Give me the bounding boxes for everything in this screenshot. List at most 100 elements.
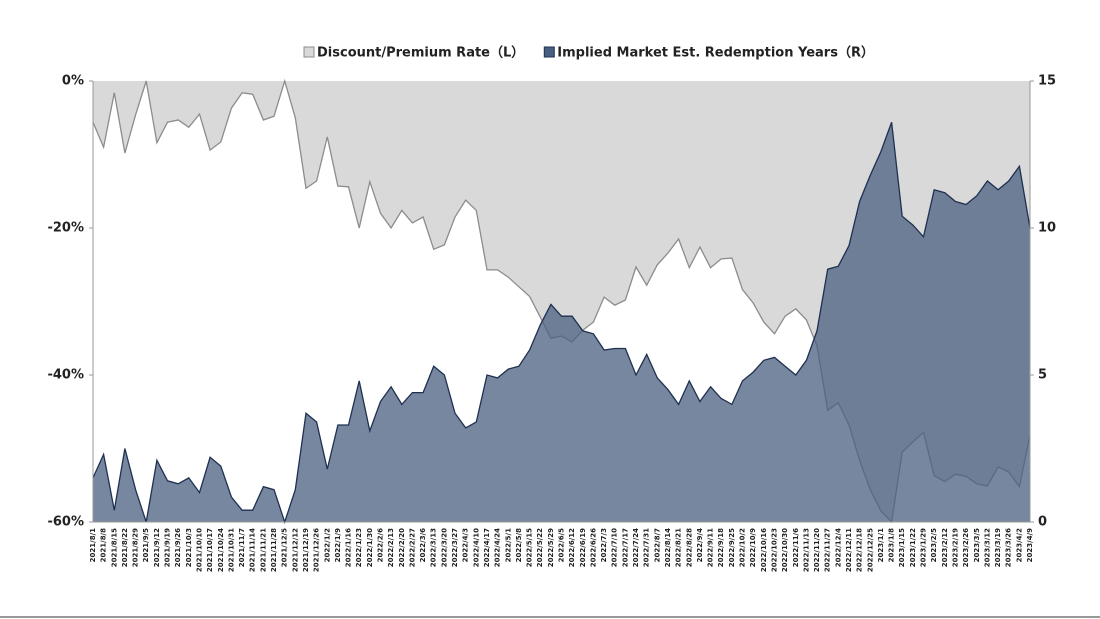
- x-tick-label: 2021/10/10: [195, 528, 203, 572]
- x-tick-label: 2022/7/31: [643, 528, 651, 567]
- x-tick-label: 2023/2/19: [951, 528, 959, 567]
- area: [93, 122, 1030, 522]
- x-tick-label: 2023/3/12: [983, 528, 991, 567]
- x-tick-label: 2022/4/10: [472, 528, 480, 567]
- x-tick-label: 2022/1/2: [323, 528, 331, 562]
- x-tick-label: 2022/6/19: [579, 528, 587, 567]
- series-line: [92, 121, 1031, 525]
- legend-swatch: [303, 46, 315, 58]
- x-tick-label: 2021/8/29: [132, 528, 140, 567]
- x-tick-label: 2021/9/5: [142, 528, 150, 562]
- x-tick-label: 2021/11/28: [270, 528, 278, 572]
- x-tick-label: 2022/10/23: [770, 528, 778, 572]
- x-tick-label: 2022/11/27: [824, 528, 832, 572]
- x-tick-label: 2022/7/10: [611, 528, 619, 567]
- x-tick-label: 2021/8/8: [100, 528, 108, 562]
- y-tick-label: 0%: [62, 74, 84, 89]
- x-tick-label: 2021/12/12: [291, 528, 299, 572]
- y2-tick-label: 0: [1038, 515, 1047, 530]
- x-tick-label: 2022/9/25: [728, 528, 736, 567]
- x-tick-label: 2022/11/13: [802, 528, 810, 572]
- x-tick-label: 2021/10/17: [206, 528, 214, 572]
- y-tick-label: -20%: [47, 221, 84, 236]
- x-tick-label: 2021/11/14: [249, 528, 257, 572]
- x-tick-label: 2022/5/29: [547, 528, 555, 567]
- x-tick-label: 2022/2/27: [408, 528, 416, 567]
- x-tick-label: 2021/12/19: [302, 528, 310, 572]
- x-tick-label: 2022/12/25: [866, 528, 874, 572]
- x-tick-label: 2021/9/26: [174, 528, 182, 567]
- x-tick-label: 2022/5/22: [536, 528, 544, 567]
- y2-tick-label: 15: [1038, 74, 1056, 89]
- x-tick-label: 2022/1/23: [355, 528, 363, 567]
- x-tick-label: 2021/8/22: [121, 528, 129, 567]
- x-tick-label: 2022/12/4: [834, 528, 842, 567]
- area: [93, 81, 1030, 522]
- x-tick-label: 2022/12/11: [845, 528, 853, 572]
- x-tick-label: 2022/9/18: [717, 528, 725, 567]
- x-tick-label: 2022/3/13: [430, 528, 438, 567]
- x-tick-label: 2022/1/9: [334, 528, 342, 562]
- x-tick-label: 2021/12/26: [313, 528, 321, 572]
- x-tick-label: 2021/9/12: [153, 528, 161, 567]
- x-tick-label: 2022/3/20: [440, 528, 448, 567]
- x-tick-label: 2022/4/17: [483, 528, 491, 567]
- x-tick-label: 2022/10/16: [760, 528, 768, 572]
- x-tick-label: 2022/11/6: [792, 528, 800, 567]
- x-tick-label: 2022/7/3: [600, 528, 608, 562]
- x-tick-label: 2022/10/9: [749, 528, 757, 567]
- legend-swatch: [543, 46, 555, 58]
- x-tick-label: 2022/10/30: [781, 528, 789, 572]
- legend-label: Discount/Premium Rate（L）: [317, 45, 524, 61]
- x-tick-label: 2022/10/2: [739, 528, 747, 567]
- x-tick-label: 2021/8/15: [110, 528, 118, 567]
- x-tick-label: 2021/10/3: [185, 528, 193, 567]
- x-tick-label: 2022/6/5: [558, 528, 566, 562]
- x-tick-label: 2022/8/28: [685, 528, 693, 567]
- y-tick-label: -40%: [47, 368, 84, 383]
- x-tick-label: 2022/7/17: [621, 528, 629, 567]
- x-tick-label: 2022/3/27: [451, 528, 459, 567]
- x-tick-label: 2022/5/8: [515, 528, 523, 562]
- x-tick-label: 2021/12/5: [281, 528, 289, 567]
- x-tick-label: 2021/8/1: [89, 528, 97, 562]
- x-tick-label: 2021/10/31: [227, 528, 235, 572]
- x-tick-label: 2023/1/8: [888, 528, 896, 562]
- x-tick-label: 2022/2/20: [398, 528, 406, 567]
- x-tick-label: 2021/9/19: [164, 528, 172, 567]
- x-tick-label: 2022/3/6: [419, 528, 427, 562]
- x-tick-label: 2023/4/9: [1026, 528, 1034, 562]
- x-tick-label: 2022/7/24: [632, 528, 640, 567]
- x-tick-label: 2022/8/14: [664, 528, 672, 567]
- x-tick-label: 2023/1/29: [920, 528, 928, 567]
- x-tick-label: 2022/12/18: [856, 528, 864, 572]
- x-tick-label: 2021/11/21: [259, 528, 267, 572]
- x-tick-label: 2023/1/22: [909, 528, 917, 567]
- x-tick-label: 2022/1/16: [345, 528, 353, 567]
- x-tick-label: 2022/4/3: [462, 528, 470, 562]
- x-tick-label: 2022/5/15: [526, 528, 534, 567]
- x-tick-label: 2022/5/1: [504, 528, 512, 562]
- x-tick-label: 2021/10/24: [217, 528, 225, 572]
- x-tick-label: 2022/9/4: [696, 528, 704, 562]
- x-tick-label: 2023/3/19: [994, 528, 1002, 567]
- x-tick-label: 2023/1/1: [877, 528, 885, 562]
- x-tick-label: 2022/8/21: [675, 528, 683, 567]
- x-tick-label: 2022/11/20: [813, 528, 821, 572]
- legend-label: Implied Market Est. Redemption Years（R）: [557, 45, 874, 61]
- x-tick-label: 2022/2/6: [376, 528, 384, 562]
- x-tick-label: 2023/4/2: [1015, 528, 1023, 562]
- y2-tick-label: 5: [1038, 368, 1047, 383]
- x-tick-label: 2023/3/26: [1005, 528, 1013, 567]
- x-tick-label: 2023/2/12: [941, 528, 949, 567]
- x-tick-label: 2022/8/7: [653, 528, 661, 562]
- y-tick-label: -60%: [47, 515, 84, 530]
- x-tick-label: 2022/4/24: [494, 528, 502, 567]
- y2-tick-label: 10: [1038, 221, 1056, 236]
- x-tick-label: 2023/3/5: [973, 528, 981, 562]
- x-tick-label: 2023/2/5: [930, 528, 938, 562]
- x-tick-label: 2022/1/30: [366, 528, 374, 567]
- x-tick-label: 2022/6/26: [589, 528, 597, 567]
- x-tick-label: 2023/1/15: [898, 528, 906, 567]
